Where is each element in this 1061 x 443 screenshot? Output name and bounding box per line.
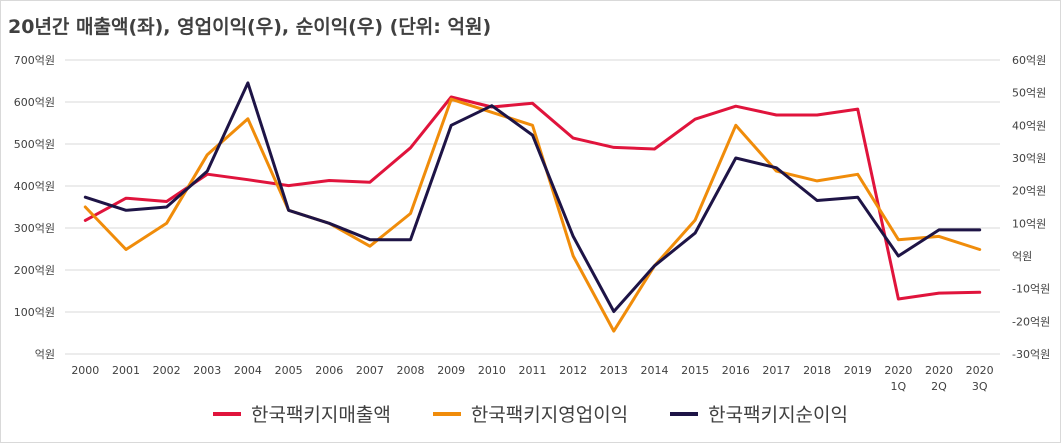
x-tick-label: 2010 (478, 364, 506, 377)
x-tick-label: 2020 (925, 364, 953, 377)
y-left-tick-label: 200억원 (14, 264, 55, 277)
x-tick-label: 2016 (722, 364, 750, 377)
x-tick-label: 2Q (931, 380, 947, 393)
legend-label: 한국팩키지매출액 (250, 404, 391, 426)
y-right-tick-label: 60억원 (1012, 54, 1046, 67)
chart-title: 20년간 매출액(좌), 영업이익(우), 순이익(우) (단위: 억원) (8, 16, 492, 38)
x-tick-label: 2009 (437, 364, 465, 377)
x-tick-label: 2015 (681, 364, 709, 377)
y-right-tick-label: 50억원 (1012, 87, 1046, 100)
legend: 한국팩키지매출액 한국팩키지영업이익 한국팩키지순이익 (0, 400, 1061, 427)
y-right-tick-label: 10억원 (1012, 217, 1046, 230)
series-line-1 (83, 95, 982, 301)
x-tick-label: 2008 (397, 364, 425, 377)
x-tick-label: 2011 (519, 364, 547, 377)
y-right-tick-label: 40억원 (1012, 119, 1046, 132)
series-line-3 (83, 81, 982, 313)
x-tick-label: 2002 (153, 364, 181, 377)
line-chart: 700억원600억원500억원400억원300억원200억원100억원억원60억… (14, 54, 1050, 393)
y-left-tick-label: 500억원 (14, 138, 55, 151)
y-right-tick-label: -30억원 (1012, 348, 1050, 361)
legend-item: 한국팩키지영업이익 (432, 400, 629, 427)
legend-swatch (212, 411, 241, 416)
x-tick-label: 2014 (640, 364, 668, 377)
y-right-tick-label: 억원 (1012, 250, 1032, 263)
legend-swatch (432, 411, 461, 416)
y-right-tick-label: 20억원 (1012, 185, 1046, 198)
y-right-tick-label: 30억원 (1012, 152, 1046, 165)
x-tick-label: 2006 (315, 364, 343, 377)
y-left-tick-label: 억원 (35, 348, 55, 361)
y-left-tick-label: 600억원 (14, 96, 55, 109)
x-tick-label: 2013 (600, 364, 628, 377)
x-tick-label: 2003 (193, 364, 221, 377)
x-tick-label: 2005 (275, 364, 303, 377)
y-left-tick-label: 400억원 (14, 180, 55, 193)
y-right-tick-label: -20억원 (1012, 315, 1050, 328)
x-tick-label: 2020 (966, 364, 994, 377)
x-tick-label: 2000 (71, 364, 99, 377)
y-left-tick-label: 700억원 (14, 54, 55, 67)
x-tick-label: 2019 (844, 364, 872, 377)
x-tick-label: 2018 (803, 364, 831, 377)
x-tick-label: 2017 (762, 364, 790, 377)
legend-swatch (670, 411, 699, 416)
legend-label: 한국팩키지영업이익 (470, 404, 629, 426)
y-left-tick-label: 100억원 (14, 306, 55, 319)
legend-label: 한국팩키지순이익 (708, 404, 848, 426)
y-left-tick-label: 300억원 (14, 222, 55, 235)
x-tick-label: 2004 (234, 364, 262, 377)
series-line-2 (83, 97, 982, 333)
legend-item: 한국팩키지순이익 (670, 400, 848, 427)
y-right-tick-label: -10억원 (1012, 283, 1050, 296)
x-tick-label: 1Q (891, 380, 907, 393)
x-tick-label: 2001 (112, 364, 140, 377)
x-tick-label: 2020 (884, 364, 912, 377)
x-tick-label: 3Q (972, 380, 988, 393)
legend-item: 한국팩키지매출액 (212, 400, 391, 427)
x-tick-label: 2012 (559, 364, 587, 377)
x-tick-label: 2007 (356, 364, 384, 377)
